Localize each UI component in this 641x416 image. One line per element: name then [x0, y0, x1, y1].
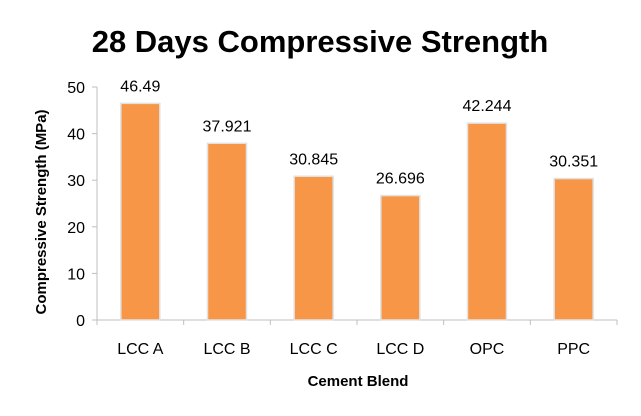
- bar: [381, 196, 420, 320]
- data-label: 42.244: [463, 98, 512, 115]
- bar: [294, 176, 333, 320]
- x-tick-label: LCC A: [117, 341, 164, 358]
- bar: [121, 103, 160, 320]
- data-label: 30.845: [289, 151, 338, 168]
- x-tick-label: LCC C: [290, 341, 338, 358]
- y-tick-label: 30: [67, 173, 85, 190]
- plot-area: 0 10 20 30 40 50 46.49 LCC A 37.921 LCC B 30.845 LC…: [67, 78, 617, 358]
- data-label: 37.921: [203, 118, 252, 135]
- bar-chart: 28 Days Compressive Strength 0 10 20 30 40 50…: [0, 0, 641, 416]
- x-tick-label: LCC D: [376, 341, 424, 358]
- y-tick-label: 50: [67, 80, 85, 97]
- x-tick-label: LCC B: [203, 341, 250, 358]
- data-label: 26.696: [376, 171, 425, 188]
- y-axis-title: Compressive Strength (MPa): [33, 109, 50, 314]
- y-tick-label: 20: [67, 220, 85, 237]
- chart-title: 28 Days Compressive Strength: [92, 24, 549, 59]
- bar: [208, 143, 247, 320]
- bar: [554, 179, 593, 320]
- data-label: 30.351: [549, 154, 598, 171]
- x-tick-label: OPC: [470, 341, 505, 358]
- data-label: 46.49: [120, 78, 160, 95]
- x-axis-title: Cement Blend: [308, 373, 409, 390]
- x-tick-label: PPC: [557, 341, 590, 358]
- y-tick-label: 10: [67, 266, 85, 283]
- y-tick-label: 40: [67, 127, 85, 144]
- bar: [468, 123, 507, 320]
- y-tick-label: 0: [76, 313, 85, 330]
